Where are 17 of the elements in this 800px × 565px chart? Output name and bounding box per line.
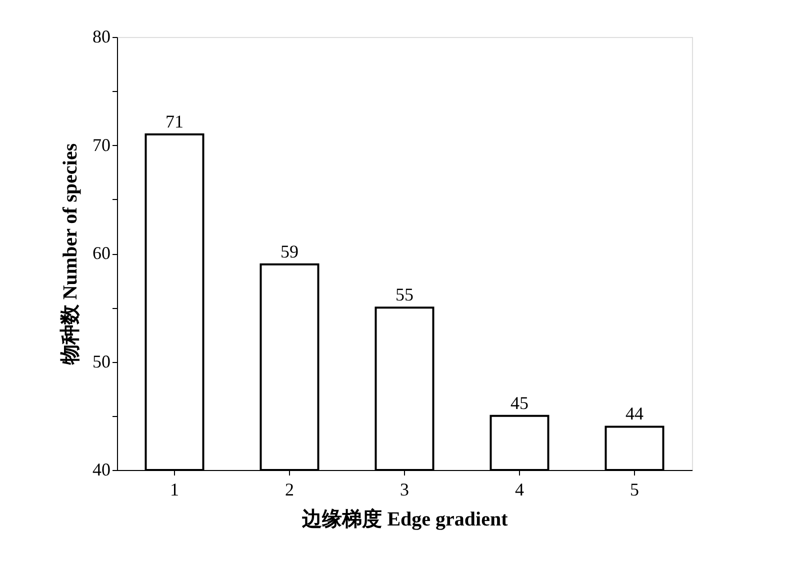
data-label: 59 [280,241,298,262]
y-tick-label: 80 [92,26,110,46]
y-tick-label: 70 [92,134,110,155]
data-label: 55 [396,284,414,305]
x-axis-title: 边缘梯度 Edge gradient [301,508,508,530]
x-tick-label: 4 [515,480,524,500]
x-tick-label: 3 [400,480,409,500]
y-tick-label: 60 [92,243,110,263]
x-tick-label: 1 [170,480,179,500]
data-label: 71 [166,111,184,132]
data-label: 45 [510,392,528,413]
y-axis-title: 物种数 Number of species [60,143,82,366]
y-tick-label: 50 [92,351,110,372]
y-tick-label: 40 [92,460,110,480]
x-tick-label: 2 [285,480,294,500]
data-label: 44 [626,404,644,424]
x-tick-label: 5 [630,480,639,500]
